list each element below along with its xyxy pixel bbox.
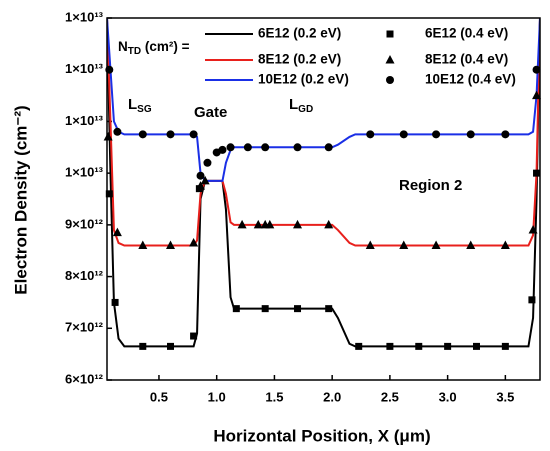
data-point (166, 130, 175, 139)
data-point (533, 169, 541, 177)
data-point (190, 332, 198, 340)
x-tick-label: 3.5 (496, 389, 514, 404)
annotation-base: Gate (194, 104, 227, 121)
x-tick-label: 2.0 (323, 389, 341, 404)
data-point (324, 219, 334, 229)
data-point (167, 342, 175, 350)
data-point (399, 130, 408, 139)
y-tick-label: 1×10¹³ (65, 165, 104, 180)
data-point (166, 240, 176, 250)
data-point (261, 143, 270, 152)
data-point (293, 219, 303, 229)
data-point (466, 240, 476, 250)
data-point (105, 190, 113, 198)
x-tick-label: 2.5 (381, 389, 399, 404)
y-tick-label: 1×10¹³ (65, 61, 104, 76)
x-tick-label: 1.5 (265, 389, 283, 404)
annotation: LGD (289, 96, 313, 115)
legend-title: NTD (cm²) = (118, 39, 190, 57)
x-tick-label: 3.0 (439, 389, 457, 404)
data-point (386, 342, 394, 350)
y-tick-label: 6×10¹² (65, 371, 104, 386)
y-tick-label: 7×10¹² (65, 320, 104, 335)
data-point (196, 171, 205, 180)
data-point (325, 305, 333, 313)
data-point (324, 143, 333, 152)
legend-label: 10E12 (0.2 eV) (258, 72, 349, 87)
data-point (294, 305, 302, 313)
data-point (472, 342, 480, 350)
data-point (399, 240, 409, 250)
legend-label: 8E12 (0.4 eV) (425, 52, 508, 67)
legend-marker (385, 55, 395, 64)
legend-label: 8E12 (0.2 eV) (258, 52, 341, 67)
data-point (226, 143, 235, 152)
data-point (528, 296, 536, 304)
annotation: Region 2 (399, 177, 462, 194)
legend-label: 6E12 (0.2 eV) (258, 26, 341, 41)
data-point (189, 237, 199, 247)
x-axis-label: Horizontal Position, X (μm) (213, 426, 430, 445)
x-tick-label: 0.5 (150, 389, 168, 404)
y-tick-label: 1×10¹³ (65, 113, 104, 128)
data-point (293, 143, 302, 152)
data-point (139, 342, 147, 350)
annotation-sub: GD (298, 104, 313, 115)
data-point (189, 130, 198, 139)
data-point (366, 130, 375, 139)
legend-title-sub: TD (128, 46, 141, 57)
y-tick-label: 8×10¹² (65, 268, 104, 283)
legend-marker (386, 76, 394, 84)
data-point (243, 143, 252, 152)
data-point (138, 240, 148, 250)
legend-title-after: (cm²) = (141, 39, 190, 54)
data-point (501, 342, 509, 350)
legend-marker (386, 30, 394, 38)
data-point (103, 131, 113, 141)
annotation: Gate (194, 104, 227, 121)
data-point (111, 298, 119, 306)
data-point (365, 240, 375, 250)
data-point (200, 175, 210, 185)
data-point (532, 90, 542, 100)
data-point (253, 219, 263, 229)
legend-label: 6E12 (0.4 eV) (425, 26, 508, 41)
y-tick-label: 9×10¹² (65, 216, 104, 231)
data-point (265, 219, 275, 229)
data-point (261, 305, 269, 313)
data-line (107, 18, 540, 348)
data-point (218, 145, 227, 154)
data-point (532, 65, 541, 74)
plot-frame (106, 17, 541, 381)
data-point (528, 225, 538, 234)
annotation-base: Region 2 (399, 177, 462, 194)
annotation-base: L (289, 96, 298, 113)
legend-label: 10E12 (0.4 eV) (425, 72, 516, 87)
legend-title-base: N (118, 39, 128, 54)
data-point (138, 130, 147, 139)
y-axis-label: Electron Density (cm⁻²) (11, 105, 30, 294)
data-point (355, 342, 363, 350)
data-point (432, 130, 441, 139)
data-point (501, 130, 510, 139)
data-point (232, 305, 240, 313)
data-point (113, 127, 122, 136)
x-tick-label: 1.0 (208, 389, 226, 404)
y-tick-label: 1×10¹³ (65, 9, 104, 24)
annotation-base: L (128, 96, 137, 113)
data-point (431, 240, 441, 250)
annotation-sub: SG (137, 104, 152, 115)
data-point (415, 342, 423, 350)
data-point (237, 219, 247, 229)
annotation: LSG (128, 96, 152, 115)
data-point (203, 158, 212, 167)
data-point (444, 342, 452, 350)
data-point (466, 130, 475, 139)
data-point (196, 181, 206, 190)
data-point (500, 240, 510, 250)
data-point (112, 227, 122, 237)
